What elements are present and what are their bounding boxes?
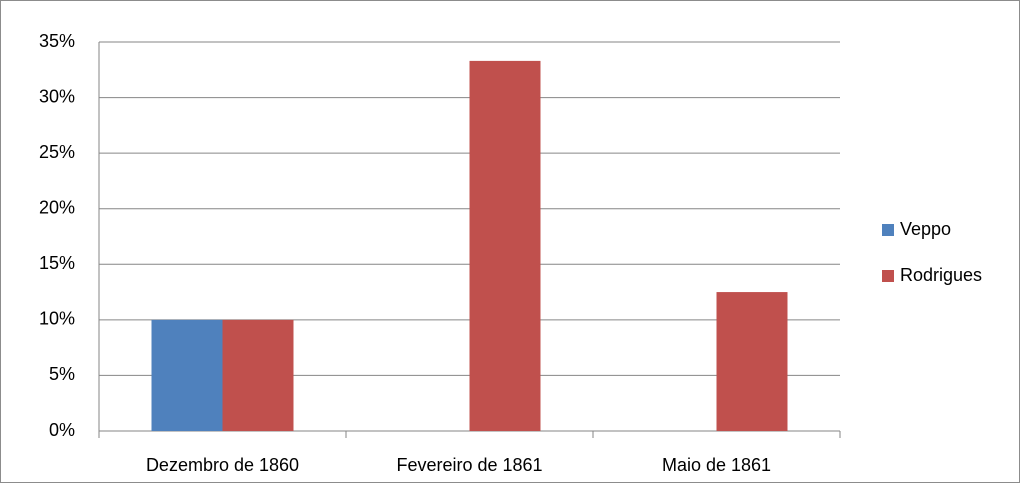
y-tick-label: 15% — [39, 253, 75, 273]
legend-swatch — [882, 224, 894, 236]
y-tick-label: 30% — [39, 86, 75, 106]
legend-label: Veppo — [900, 219, 951, 239]
y-tick-label: 10% — [39, 309, 75, 329]
x-tick-label: Maio de 1861 — [662, 455, 771, 475]
x-tick-label: Dezembro de 1860 — [146, 455, 299, 475]
y-tick-label: 20% — [39, 197, 75, 217]
bar — [222, 319, 294, 431]
y-tick-label: 5% — [49, 364, 75, 384]
y-tick-label: 35% — [39, 31, 75, 51]
y-tick-label: 0% — [49, 420, 75, 440]
x-tick-label: Fevereiro de 1861 — [396, 455, 542, 475]
bar — [716, 292, 788, 431]
bar — [151, 319, 223, 431]
legend-label: Rodrigues — [900, 265, 982, 285]
y-tick-label: 25% — [39, 142, 75, 162]
legend-swatch — [882, 270, 894, 282]
bar — [469, 60, 541, 431]
